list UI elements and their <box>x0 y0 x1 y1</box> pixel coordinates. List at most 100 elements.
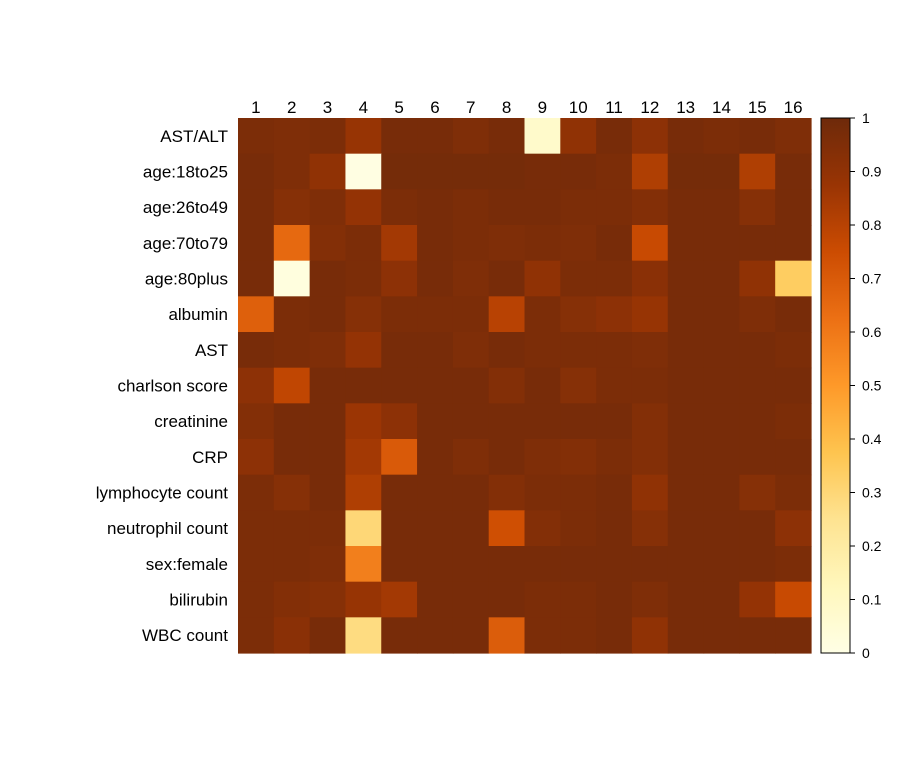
heatmap-cell <box>381 332 418 369</box>
heatmap-cell <box>667 367 705 404</box>
row-label: age:80plus <box>145 270 228 289</box>
heatmap-cell <box>488 189 526 226</box>
heatmap-cell <box>560 189 597 226</box>
column-label: 15 <box>748 98 767 117</box>
heatmap-cell <box>739 510 776 547</box>
heatmap-cell <box>273 581 311 618</box>
heatmap-cell <box>309 546 347 583</box>
heatmap-cell <box>739 118 776 155</box>
heatmap-cell <box>739 296 776 333</box>
heatmap-cell <box>739 153 776 190</box>
heatmap-cell <box>381 225 418 262</box>
heatmap-cell <box>631 153 669 190</box>
heatmap-cell <box>775 332 812 369</box>
heatmap-cell <box>273 439 311 476</box>
heatmap-cell <box>631 403 669 440</box>
heatmap-cell <box>524 153 561 190</box>
heatmap-cell <box>273 118 311 155</box>
heatmap-cell <box>560 403 597 440</box>
heatmap-cell <box>739 439 776 476</box>
row-label: AST <box>195 341 228 360</box>
heatmap-cell <box>345 189 382 226</box>
heatmap-cell <box>703 617 740 654</box>
heatmap-cell <box>417 332 454 369</box>
heatmap-cell <box>417 225 454 262</box>
heatmap-cell <box>345 153 382 190</box>
heatmap-cell <box>238 153 275 190</box>
heatmap-cell <box>596 581 633 618</box>
heatmap-cell <box>596 118 633 155</box>
row-label: charlson score <box>117 377 228 396</box>
heatmap-cell <box>703 189 740 226</box>
heatmap-cell <box>560 581 597 618</box>
row-label: CRP <box>192 448 228 467</box>
heatmap-cell <box>417 189 454 226</box>
heatmap-cell <box>381 617 418 654</box>
row-label: creatinine <box>154 412 228 431</box>
heatmap-cell <box>452 296 490 333</box>
heatmap-cell <box>488 546 526 583</box>
heatmap-cell <box>381 474 418 511</box>
heatmap-cell <box>524 581 561 618</box>
heatmap-cell <box>345 260 382 297</box>
heatmap-cell <box>631 189 669 226</box>
heatmap-cell <box>452 260 490 297</box>
heatmap-cell <box>703 118 740 155</box>
heatmap-cell <box>452 225 490 262</box>
heatmap-cell <box>631 332 669 369</box>
heatmap-cell <box>488 260 526 297</box>
heatmap-cell <box>238 546 275 583</box>
heatmap-cell <box>417 474 454 511</box>
colorbar-tick-label: 0.7 <box>862 271 882 287</box>
column-label: 2 <box>287 98 296 117</box>
heatmap-cell <box>667 474 705 511</box>
heatmap-cell <box>560 510 597 547</box>
colorbar-tick-label: 0.3 <box>862 485 882 501</box>
heatmap-cell <box>560 617 597 654</box>
column-label: 3 <box>323 98 332 117</box>
heatmap-cell <box>452 617 490 654</box>
heatmap-cell <box>596 439 633 476</box>
heatmap-cell <box>631 510 669 547</box>
heatmap-cell <box>238 617 275 654</box>
heatmap-cell <box>631 296 669 333</box>
heatmap-cell <box>488 474 526 511</box>
heatmap-cell <box>739 581 776 618</box>
heatmap-cell <box>488 225 526 262</box>
heatmap-cell <box>273 474 311 511</box>
heatmap-cell <box>309 367 347 404</box>
heatmap-cell <box>524 118 561 155</box>
heatmap-cell <box>345 474 382 511</box>
heatmap-cell <box>309 581 347 618</box>
row-label: bilirubin <box>169 591 228 610</box>
heatmap-cell <box>381 581 418 618</box>
column-labels: 1 2 3 4 5 6 7 8 9 10 11 12 13 14 15 16 <box>251 98 802 117</box>
heatmap-cell <box>703 581 740 618</box>
heatmap-cell <box>775 510 812 547</box>
row-label: neutrophil count <box>107 519 228 538</box>
heatmap-cell <box>345 225 382 262</box>
heatmap-cell <box>273 367 311 404</box>
heatmap-cell <box>739 546 776 583</box>
heatmap-cell <box>309 153 347 190</box>
heatmap-cell <box>631 367 669 404</box>
heatmap-cell <box>596 225 633 262</box>
heatmap-cell <box>596 546 633 583</box>
heatmap-cell <box>238 510 275 547</box>
heatmap-cell <box>560 296 597 333</box>
column-label: 16 <box>784 98 803 117</box>
heatmap-cell <box>452 581 490 618</box>
heatmap-cell <box>667 296 705 333</box>
heatmap-cell <box>667 189 705 226</box>
heatmap-cell <box>703 367 740 404</box>
heatmap-cell <box>667 118 705 155</box>
heatmap-cell <box>703 260 740 297</box>
heatmap-cell <box>238 474 275 511</box>
heatmap-cell <box>417 367 454 404</box>
heatmap-cell <box>703 296 740 333</box>
heatmap-cell <box>345 510 382 547</box>
heatmap-cell <box>739 225 776 262</box>
heatmap-cell <box>703 439 740 476</box>
heatmap-cell <box>488 439 526 476</box>
heatmap-cell <box>238 439 275 476</box>
